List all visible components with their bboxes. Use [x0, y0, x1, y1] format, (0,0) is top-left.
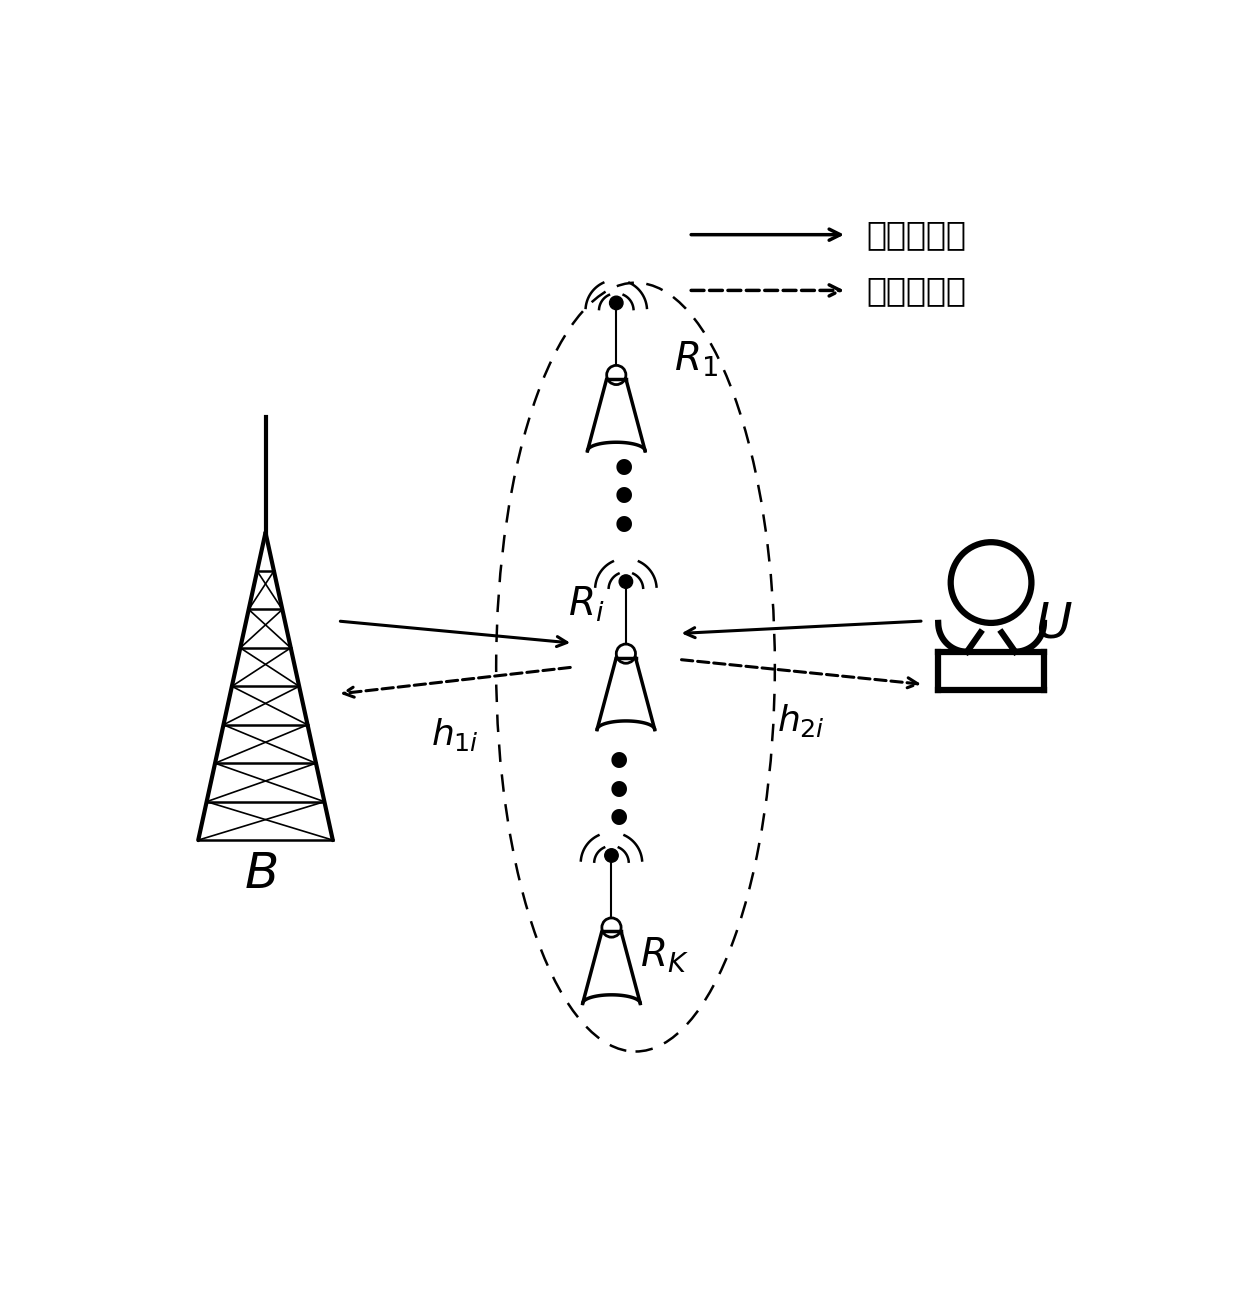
Text: 第一个时隙: 第一个时隙	[866, 219, 966, 251]
Circle shape	[605, 849, 619, 862]
Circle shape	[619, 575, 632, 589]
Text: •: •	[605, 771, 634, 814]
Circle shape	[610, 296, 622, 310]
Text: •: •	[605, 742, 634, 785]
Text: $R_K$: $R_K$	[640, 936, 689, 975]
Text: $R_1$: $R_1$	[675, 340, 718, 379]
Text: $h_{1i}$: $h_{1i}$	[432, 716, 479, 753]
Polygon shape	[588, 379, 645, 450]
Text: $B$: $B$	[244, 850, 278, 898]
Text: $U$: $U$	[1034, 600, 1073, 648]
Polygon shape	[583, 931, 640, 1004]
Text: •: •	[610, 506, 639, 549]
Text: 第二个时隙: 第二个时隙	[866, 273, 966, 307]
Text: •: •	[605, 799, 634, 842]
Polygon shape	[596, 658, 655, 729]
Text: $R_i$: $R_i$	[568, 585, 605, 624]
Text: •: •	[610, 478, 639, 521]
Text: $h_{2i}$: $h_{2i}$	[777, 703, 825, 740]
Text: •: •	[610, 449, 639, 492]
